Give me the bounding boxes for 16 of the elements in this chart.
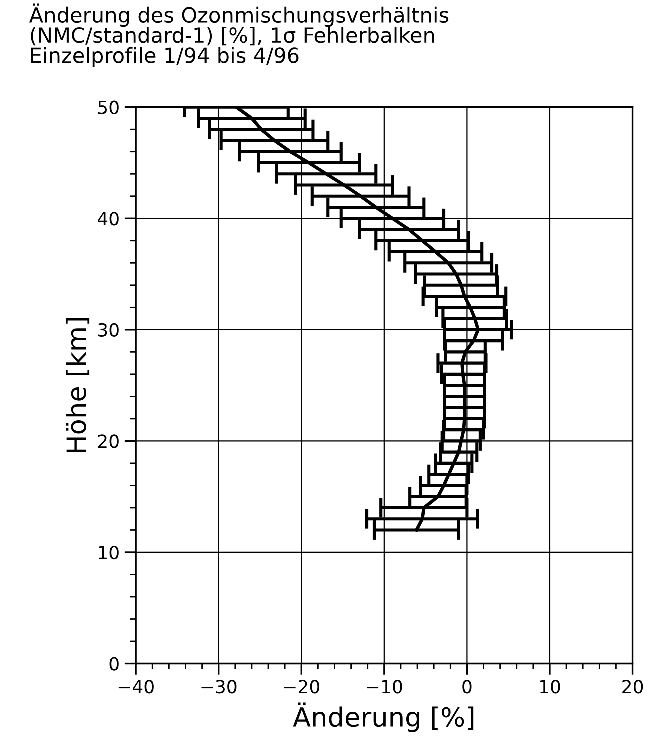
y-tick-label: 20 (98, 434, 119, 448)
y-tick-label: 50 (98, 100, 119, 114)
y-tick-label: 10 (99, 546, 119, 560)
y-tick-label: 40 (98, 212, 119, 226)
y-tick-label: 0 (110, 657, 119, 671)
x-axis-title: Änderung [%] (293, 702, 474, 732)
x-tick-label: −40 (118, 680, 154, 694)
x-tick-label: −10 (367, 680, 402, 694)
y-axis-title: Höhe [km] (66, 318, 90, 452)
y-tick-label: 30 (98, 323, 119, 338)
x-tick-label: −30 (202, 680, 237, 694)
x-tick-label: 20 (622, 680, 644, 694)
x-tick-label: −20 (284, 680, 320, 694)
x-tick-label: 10 (540, 680, 560, 694)
x-tick-label: 0 (462, 680, 472, 694)
chart-title: Änderung des Ozonmischungsverhältnis (NMC/standard-1) [%], 1σ Fehlerbalken Einzelprofile 1/94 bis 4/96 (29, 4, 449, 68)
